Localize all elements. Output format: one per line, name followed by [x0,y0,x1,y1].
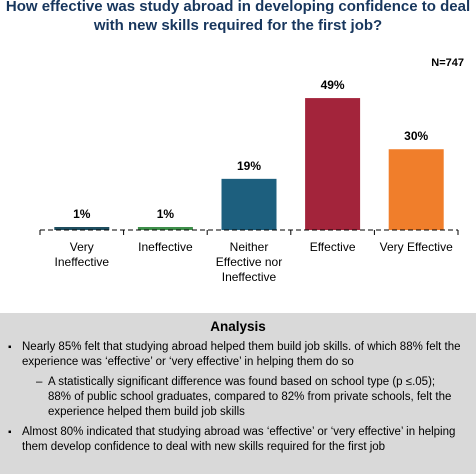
bar [221,178,277,230]
bar-chart: 1%VeryIneffective1%Ineffective19%Neither… [39,78,459,284]
analysis-panel: Analysis ▪ Nearly 85% felt that studying… [0,313,476,474]
analysis-sub-bullet: – A statistically significant difference… [8,375,468,420]
category-label: Very [70,240,94,254]
bullet-icon: ▪ [8,427,12,438]
data-label: 30% [404,129,428,143]
category-label: Ineffective [138,240,193,254]
data-label: 19% [237,159,261,173]
category-label: Neither [230,240,269,254]
sample-size-label: N=747 [431,57,464,69]
analysis-bullet-text: Almost 80% indicated that studying abroa… [22,426,456,453]
data-label: 1% [73,207,91,221]
category-label: Very Effective [380,240,453,254]
analysis-bullet: ▪ Almost 80% indicated that studying abr… [8,425,468,455]
category-label: Effective nor [216,255,282,269]
data-label: 49% [321,78,345,92]
dash-icon: – [36,376,43,388]
bar [305,98,361,230]
bar [388,149,444,230]
chart-title: How effective was study abroad in develo… [5,0,471,34]
bar [137,227,193,230]
analysis-title: Analysis [210,319,266,334]
data-label: 1% [157,207,175,221]
analysis-bullet-text: Nearly 85% felt that studying abroad hel… [22,341,461,368]
category-label: Ineffective [222,270,277,284]
bar [54,227,110,230]
analysis-bullet: ▪ Nearly 85% felt that studying abroad h… [8,340,468,370]
category-label: Ineffective [55,255,110,269]
category-label: Effective [310,240,356,254]
analysis-sub-bullet-text: A statistically significant difference w… [48,376,452,418]
bullet-icon: ▪ [8,342,12,353]
